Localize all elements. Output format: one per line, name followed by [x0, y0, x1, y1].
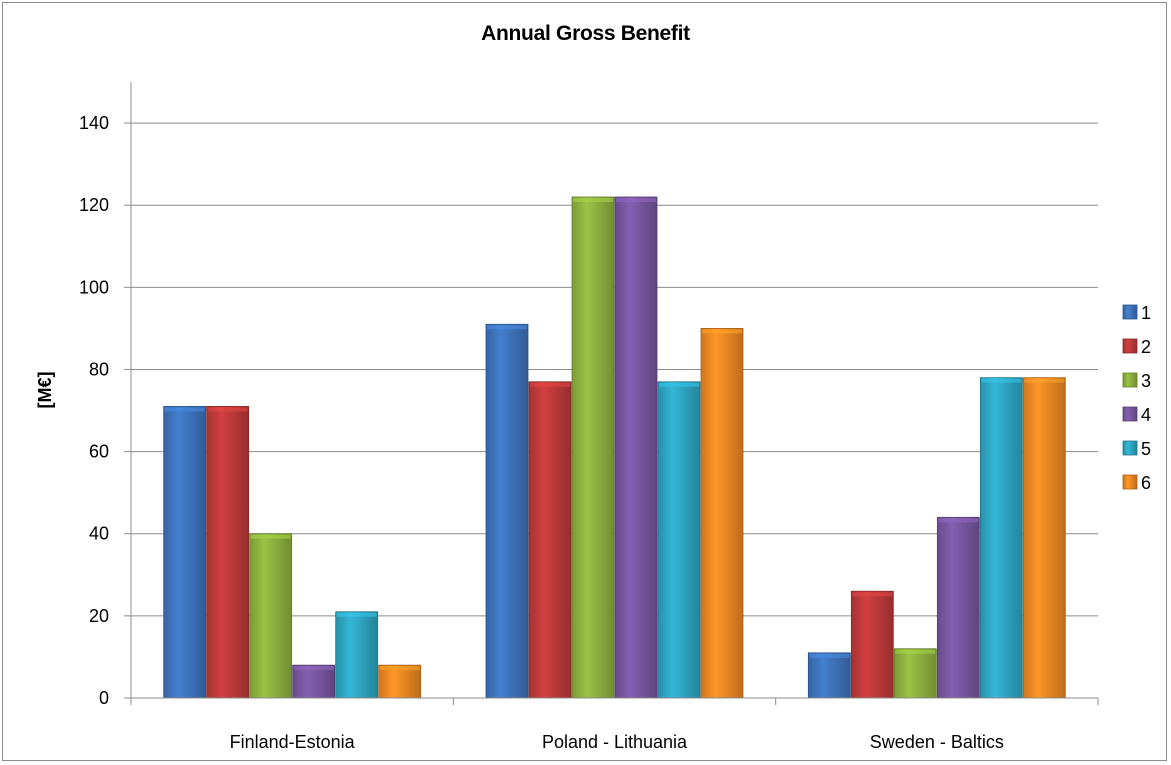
- legend-label: 5: [1141, 439, 1151, 459]
- y-axis-label: [M€]: [35, 372, 55, 409]
- bar: [528, 381, 572, 699]
- y-tick-label: 120: [79, 195, 109, 215]
- legend-swatch: [1122, 406, 1138, 422]
- legend-swatch: [1122, 304, 1138, 320]
- legend-label: 4: [1141, 405, 1151, 425]
- legend-swatch: [1122, 372, 1138, 388]
- bar: [378, 664, 422, 699]
- legend-label: 2: [1141, 337, 1151, 357]
- bars: [163, 196, 1066, 699]
- bar: [249, 533, 293, 699]
- legend-swatch: [1122, 440, 1138, 456]
- legend-swatch: [1122, 338, 1138, 354]
- chart-title: Annual Gross Benefit: [481, 22, 690, 45]
- y-tick-labels: 0 20 40 60 80 100 120 140: [79, 113, 109, 708]
- y-tick-label: 20: [89, 606, 109, 626]
- bar: [657, 381, 701, 699]
- y-tick-label: 100: [79, 277, 109, 297]
- bar: [807, 652, 851, 699]
- legend-label: 1: [1141, 303, 1151, 323]
- bar: [936, 516, 980, 699]
- bar: [485, 323, 529, 699]
- bar: [893, 648, 937, 699]
- bar: [292, 664, 336, 699]
- bar: [614, 196, 658, 699]
- legend-swatch: [1122, 474, 1138, 490]
- gridlines: [124, 122, 1098, 699]
- bar: [700, 327, 744, 699]
- bar: [850, 590, 894, 699]
- bar: [163, 406, 207, 699]
- legend: 1 2 3 4 5 6: [1122, 303, 1151, 493]
- y-tick-label: 140: [79, 113, 109, 133]
- x-category-labels: Finland-Estonia Poland - Lithuania Sweden …: [230, 732, 1004, 752]
- bar: [1022, 377, 1066, 699]
- y-tick-label: 0: [99, 688, 109, 708]
- bar: [335, 611, 379, 699]
- y-tick-label: 60: [89, 442, 109, 462]
- x-category-label: Finland-Estonia: [230, 732, 356, 752]
- legend-label: 6: [1141, 473, 1151, 493]
- x-category-label: Sweden - Baltics: [870, 732, 1004, 752]
- y-tick-label: 40: [89, 524, 109, 544]
- legend-label: 3: [1141, 371, 1151, 391]
- bar: [206, 406, 250, 699]
- y-tick-label: 80: [89, 359, 109, 379]
- x-category-label: Poland - Lithuania: [542, 732, 688, 752]
- bar: [571, 196, 615, 699]
- bar: [979, 377, 1023, 699]
- axes: [130, 82, 1099, 705]
